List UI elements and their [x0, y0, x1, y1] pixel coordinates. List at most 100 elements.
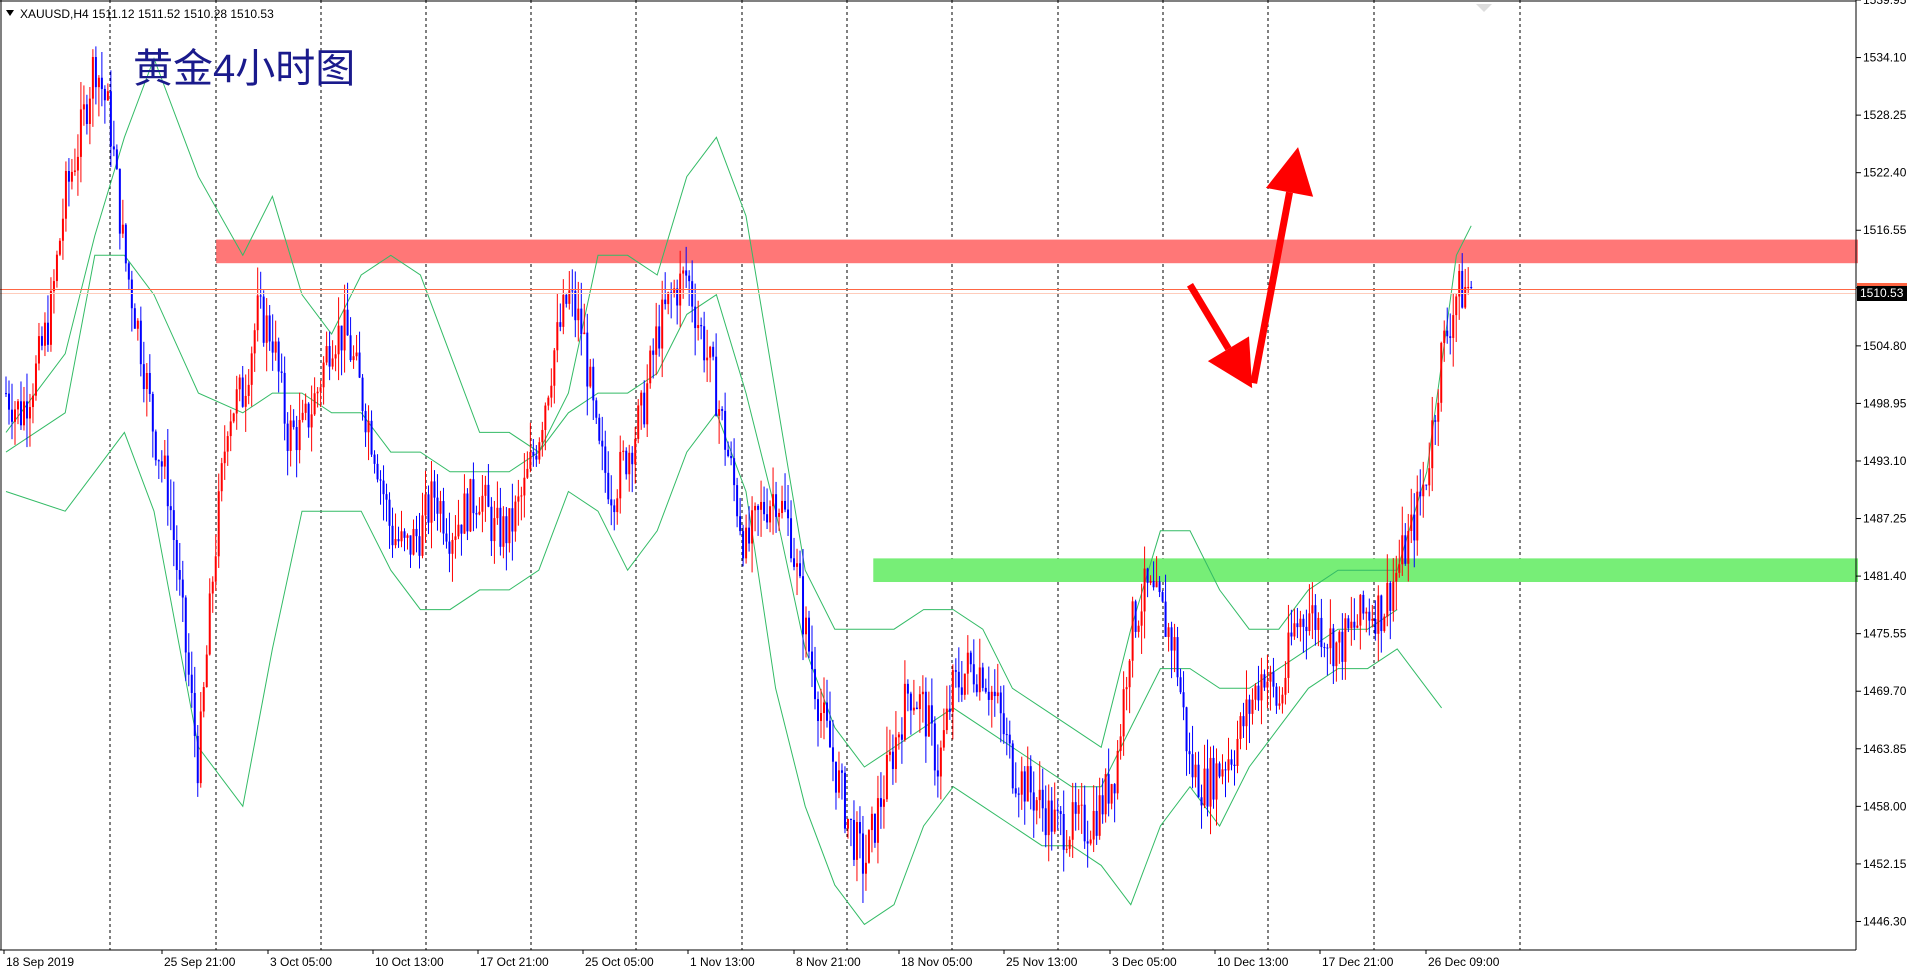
- candle-body: [1386, 582, 1389, 617]
- candle-body: [79, 109, 82, 157]
- candle-body: [703, 326, 706, 361]
- candle-body: [34, 363, 37, 396]
- candle-body: [1029, 766, 1032, 793]
- candle-body: [1209, 757, 1212, 807]
- candle-body: [1344, 618, 1347, 662]
- candle-body: [172, 510, 175, 541]
- candle-body: [1134, 601, 1137, 632]
- candle-body: [730, 455, 733, 459]
- candle-body: [139, 320, 142, 365]
- y-tick-label: 1452.15: [1863, 857, 1907, 871]
- current-price-label: 1510.53: [1860, 286, 1904, 300]
- x-tick-label: 17 Dec 21:00: [1322, 955, 1394, 969]
- candle-body: [1101, 795, 1104, 815]
- candle-body: [502, 516, 505, 547]
- candle-body: [834, 761, 837, 793]
- candle-body: [217, 491, 220, 557]
- candle-body: [1221, 769, 1224, 777]
- candle-body: [1458, 270, 1461, 297]
- candle-body: [319, 387, 322, 392]
- candle-body: [787, 509, 790, 519]
- candle-body: [721, 409, 724, 411]
- candle-body: [745, 527, 748, 559]
- candle-body: [7, 393, 10, 410]
- candle-body: [1341, 631, 1344, 662]
- candle-body: [1446, 330, 1449, 337]
- x-tick-label: 25 Sep 21:00: [164, 955, 236, 969]
- candle-body: [1254, 685, 1257, 700]
- candle-body: [385, 494, 388, 500]
- candle-body: [88, 98, 91, 124]
- candle-body: [999, 692, 1002, 714]
- candle-body: [805, 617, 808, 635]
- candle-body: [1365, 611, 1368, 614]
- candle-body: [571, 290, 574, 292]
- candle-body: [649, 350, 652, 384]
- triangle-down-icon[interactable]: [6, 10, 14, 16]
- candle-body: [718, 409, 721, 416]
- candle-body: [1152, 580, 1155, 588]
- candle-body: [909, 693, 912, 711]
- candle-body: [1287, 632, 1290, 678]
- candle-body: [313, 393, 316, 415]
- candle-body: [127, 263, 130, 280]
- candle-body: [559, 322, 562, 327]
- candle-body: [1161, 592, 1164, 602]
- candle-body: [415, 528, 418, 537]
- candle-body: [1425, 484, 1428, 486]
- candle-body: [202, 687, 205, 712]
- candle-body: [223, 451, 226, 464]
- candle-body: [742, 531, 745, 559]
- candle-body: [1014, 788, 1017, 794]
- candle-body: [1272, 671, 1275, 687]
- candle-body: [430, 481, 433, 523]
- x-tick-label: 25 Nov 13:00: [1006, 955, 1078, 969]
- candle-body: [622, 450, 625, 452]
- candles: [5, 46, 1473, 903]
- candle-body: [346, 309, 349, 336]
- candle-body: [553, 350, 556, 386]
- candle-body: [64, 171, 67, 219]
- candle-body: [715, 356, 718, 416]
- candle-body: [1038, 789, 1041, 801]
- candle-body: [466, 493, 469, 532]
- candle-body: [193, 692, 196, 736]
- candle-body: [1452, 315, 1455, 338]
- candle-body: [49, 291, 52, 345]
- candle-body: [379, 479, 382, 481]
- candle-body: [1281, 694, 1284, 704]
- down-arrow-shaft: [1187, 283, 1232, 351]
- y-tick-label: 1487.25: [1863, 512, 1907, 526]
- candle-body: [394, 539, 397, 546]
- resistance-zone: [216, 239, 1858, 264]
- candle-body: [43, 322, 46, 346]
- candle-body: [790, 518, 793, 559]
- candle-body: [918, 694, 921, 710]
- candle-body: [1104, 774, 1107, 815]
- candle-body: [1299, 618, 1302, 628]
- candle-body: [646, 383, 649, 425]
- candle-body: [1059, 811, 1062, 815]
- y-tick-label: 1446.30: [1863, 914, 1907, 928]
- candle-body: [984, 687, 987, 692]
- candle-body: [1251, 699, 1254, 714]
- candle-body: [160, 461, 163, 467]
- candle-body: [670, 292, 673, 294]
- candle-body: [247, 384, 250, 396]
- candle-body: [469, 479, 472, 532]
- candle-body: [70, 171, 73, 182]
- candle-body: [1155, 581, 1158, 588]
- candle-body: [1293, 623, 1296, 637]
- candle-body: [1050, 800, 1053, 832]
- candle-body: [843, 772, 846, 829]
- candle-body: [73, 170, 76, 172]
- candle-body: [373, 454, 376, 464]
- candle-body: [822, 702, 825, 714]
- candle-body: [538, 442, 541, 460]
- candle-body: [244, 395, 247, 407]
- candle-body: [121, 224, 124, 234]
- candle-body: [241, 377, 244, 407]
- candle-body: [694, 306, 697, 329]
- candle-body: [97, 77, 100, 88]
